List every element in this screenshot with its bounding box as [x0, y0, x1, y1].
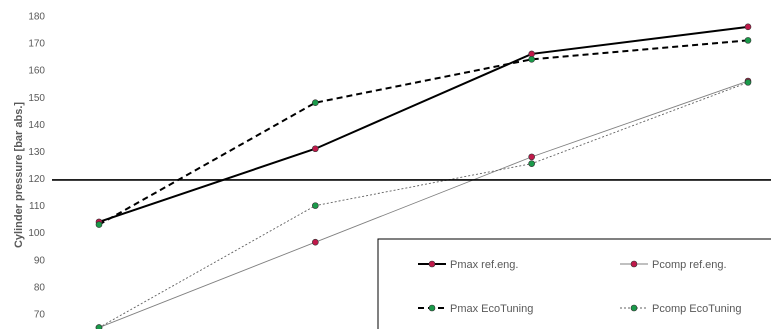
legend: Pmax ref.eng. Pcomp ref.eng. Pmax EcoTunin… [377, 238, 771, 329]
legend-marker [428, 304, 436, 312]
y-tick-label: 120 [28, 174, 45, 185]
y-tick-label: 110 [29, 201, 45, 212]
legend-label: Pcomp EcoTuning [652, 303, 741, 315]
data-point-1 [744, 23, 752, 31]
legend-box [377, 238, 771, 329]
y-axis: 70 80 90 100 110 120 130 140 150 160 170 180 [28, 12, 45, 321]
y-tick-label: 150 [28, 93, 45, 104]
data-point-1 [528, 50, 535, 58]
legend-label: Pcomp ref.eng. [652, 259, 727, 271]
data-point-1 [312, 145, 319, 153]
data-point-2 [312, 238, 319, 246]
plot-area [95, 23, 752, 329]
data-point-2 [528, 153, 535, 161]
data-point-4 [744, 79, 752, 86]
y-tick-label: 90 [34, 255, 46, 266]
data-point-3 [312, 99, 319, 106]
data-point-4 [312, 202, 319, 209]
y-axis-label: Cylinder pressure [bar abs.] [13, 102, 25, 248]
y-tick-label: 160 [28, 66, 45, 77]
legend-label: Pmax EcoTuning [450, 303, 533, 315]
legend-label: Pmax ref.eng. [450, 259, 518, 271]
legend-marker [428, 260, 436, 268]
data-point-3 [528, 56, 535, 63]
series-line-4 [98, 81, 749, 328]
y-tick-label: 130 [28, 147, 45, 158]
series-line-1 [98, 25, 749, 223]
data-point-4 [528, 160, 535, 167]
y-tick-label: 100 [28, 228, 45, 239]
data-point-3 [744, 37, 752, 44]
y-tick-label: 140 [28, 120, 45, 131]
legend-marker [630, 260, 638, 268]
y-tick-label: 80 [34, 282, 46, 293]
y-tick-label: 70 [34, 310, 46, 321]
y-tick-label: 170 [28, 39, 45, 50]
legend-marker [630, 304, 638, 312]
data-point-4 [95, 324, 103, 329]
data-point-3 [95, 221, 103, 228]
y-tick-label: 180 [28, 12, 45, 23]
series-line-3 [98, 39, 749, 226]
series-line-2 [98, 80, 749, 328]
